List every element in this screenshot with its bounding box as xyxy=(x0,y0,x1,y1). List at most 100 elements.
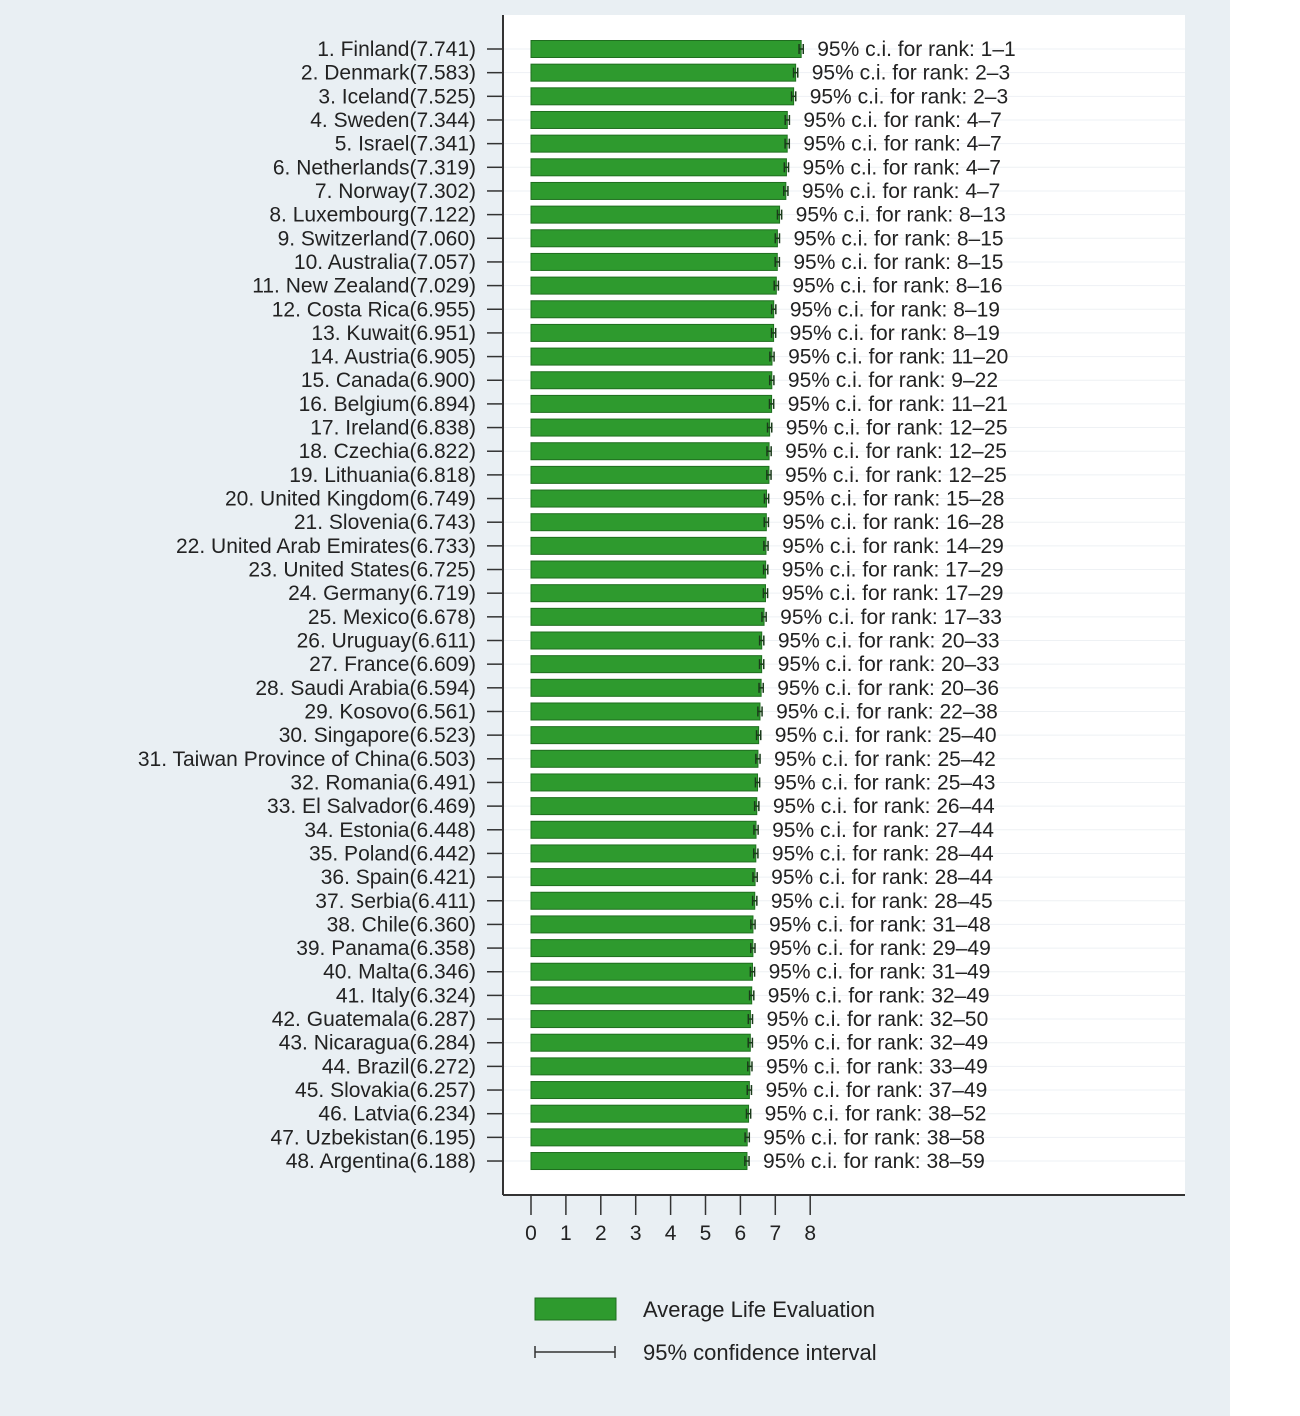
bar xyxy=(530,1128,748,1147)
country-label: 22. United Arab Emirates(6.733) xyxy=(176,535,476,558)
ci-rank-label: 95% c.i. for rank: 11–20 xyxy=(788,346,1008,369)
country-label: 24. Germany(6.719) xyxy=(288,582,476,605)
x-tick-label: 0 xyxy=(525,1222,537,1245)
ci-rank-label: 95% c.i. for rank: 8–15 xyxy=(793,251,1003,274)
ci-rank-label: 95% c.i. for rank: 28–44 xyxy=(772,842,994,865)
country-label: 6. Netherlands(7.319) xyxy=(273,156,476,179)
ci-rank-label: 95% c.i. for rank: 37–49 xyxy=(765,1079,987,1102)
ci-rank-label: 95% c.i. for rank: 14–29 xyxy=(782,535,1004,558)
country-label: 2. Denmark(7.583) xyxy=(301,62,476,85)
ci-rank-label: 95% c.i. for rank: 20–33 xyxy=(778,653,1000,676)
bar xyxy=(530,702,761,721)
ci-rank-label: 95% c.i. for rank: 8–16 xyxy=(792,275,1002,298)
bar xyxy=(530,631,763,650)
ci-rank-label: 95% c.i. for rank: 25–42 xyxy=(774,748,996,771)
ci-rank-label: 95% c.i. for rank: 28–45 xyxy=(771,890,993,913)
ci-rank-label: 95% c.i. for rank: 16–28 xyxy=(782,511,1004,534)
country-label: 29. Kosovo(6.561) xyxy=(304,700,476,723)
country-label: 16. Belgium(6.894) xyxy=(299,393,476,416)
bar xyxy=(530,1010,751,1029)
ci-rank-label: 95% c.i. for rank: 8–15 xyxy=(793,227,1003,250)
ci-rank-label: 95% c.i. for rank: 31–49 xyxy=(769,961,991,984)
bar xyxy=(530,655,763,674)
country-label: 42. Guatemala(6.287) xyxy=(272,1008,476,1031)
country-label: 7. Norway(7.302) xyxy=(315,180,476,203)
ci-rank-label: 95% c.i. for rank: 9–22 xyxy=(788,369,998,392)
country-label: 1. Finland(7.741) xyxy=(317,38,476,61)
x-tick-label: 1 xyxy=(560,1222,572,1245)
ci-rank-label: 95% c.i. for rank: 29–49 xyxy=(769,937,991,960)
country-label: 5. Israel(7.341) xyxy=(335,133,476,156)
bar xyxy=(530,513,767,532)
country-label: 26. Uruguay(6.611) xyxy=(297,630,476,653)
bar xyxy=(530,726,760,745)
country-label: 33. El Salvador(6.469) xyxy=(267,795,476,818)
country-label: 43. Nicaragua(6.284) xyxy=(279,1032,476,1055)
x-tick-label: 6 xyxy=(735,1222,747,1245)
x-tick-label: 2 xyxy=(595,1222,607,1245)
x-tick-label: 8 xyxy=(804,1222,816,1245)
ci-rank-label: 95% c.i. for rank: 32–49 xyxy=(768,984,990,1007)
country-label: 28. Saudi Arabia(6.594) xyxy=(255,677,476,700)
bar xyxy=(530,797,758,816)
ci-rank-label: 95% c.i. for rank: 26–44 xyxy=(773,795,995,818)
bar xyxy=(530,1081,750,1100)
bar xyxy=(530,986,753,1005)
ci-rank-label: 95% c.i. for rank: 2–3 xyxy=(810,85,1008,108)
bar xyxy=(530,962,753,981)
ci-rank-label: 95% c.i. for rank: 8–13 xyxy=(796,204,1006,227)
country-label: 41. Italy(6.324) xyxy=(336,984,476,1007)
country-label: 14. Austria(6.905) xyxy=(310,346,476,369)
ci-rank-label: 95% c.i. for rank: 32–50 xyxy=(767,1008,989,1031)
country-label: 38. Chile(6.360) xyxy=(327,913,476,936)
country-label: 45. Slovakia(6.257) xyxy=(295,1079,476,1102)
country-label: 36. Spain(6.421) xyxy=(321,866,476,889)
bar xyxy=(530,536,767,555)
ci-rank-label: 95% c.i. for rank: 20–36 xyxy=(777,677,999,700)
ci-rank-label: 95% c.i. for rank: 17–29 xyxy=(782,582,1004,605)
bar xyxy=(530,915,754,934)
country-label: 12. Costa Rica(6.955) xyxy=(272,298,476,321)
ci-rank-label: 95% c.i. for rank: 17–33 xyxy=(780,606,1002,629)
country-label: 13. Kuwait(6.951) xyxy=(311,322,476,345)
ci-rank-label: 95% c.i. for rank: 4–7 xyxy=(803,156,1001,179)
ci-rank-label: 95% c.i. for rank: 4–7 xyxy=(802,180,1000,203)
bar xyxy=(530,844,757,863)
bar xyxy=(530,158,787,177)
ci-rank-label: 95% c.i. for rank: 31–48 xyxy=(769,913,991,936)
legend-label-bar: Average Life Evaluation xyxy=(643,1297,875,1322)
x-tick-label: 3 xyxy=(630,1222,642,1245)
ci-rank-label: 95% c.i. for rank: 12–25 xyxy=(786,417,1008,440)
country-label: 32. Romania(6.491) xyxy=(290,771,476,794)
bar xyxy=(530,749,759,768)
country-label: 44. Brazil(6.272) xyxy=(322,1055,476,1078)
bar xyxy=(530,371,773,390)
x-tick-label: 4 xyxy=(665,1222,677,1245)
country-label: 39. Panama(6.358) xyxy=(296,937,476,960)
bar xyxy=(530,347,773,366)
country-label: 31. Taiwan Province of China(6.503) xyxy=(138,748,476,771)
country-label: 48. Argentina(6.188) xyxy=(286,1150,476,1173)
country-label: 10. Australia(7.057) xyxy=(294,251,476,274)
country-label: 37. Serbia(6.411) xyxy=(315,890,476,913)
country-label: 46. Latvia(6.234) xyxy=(318,1103,476,1126)
bar xyxy=(530,584,766,603)
ci-rank-label: 95% c.i. for rank: 25–43 xyxy=(774,771,996,794)
ci-rank-label: 95% c.i. for rank: 4–7 xyxy=(803,109,1001,132)
country-label: 40. Malta(6.346) xyxy=(323,961,476,984)
bar xyxy=(530,276,777,295)
country-label: 19. Lithuania(6.818) xyxy=(289,464,476,487)
ci-rank-label: 95% c.i. for rank: 12–25 xyxy=(785,440,1007,463)
ci-rank-label: 95% c.i. for rank: 27–44 xyxy=(772,819,994,842)
x-tick-label: 5 xyxy=(700,1222,712,1245)
x-tick-label: 7 xyxy=(769,1222,781,1245)
ci-rank-label: 95% c.i. for rank: 20–33 xyxy=(778,630,1000,653)
country-label: 30. Singapore(6.523) xyxy=(279,724,476,747)
country-label: 34. Estonia(6.448) xyxy=(304,819,476,842)
country-label: 3. Iceland(7.525) xyxy=(318,85,476,108)
ci-rank-label: 95% c.i. for rank: 8–19 xyxy=(790,322,1000,345)
bar xyxy=(530,1104,750,1123)
ci-rank-label: 95% c.i. for rank: 12–25 xyxy=(785,464,1007,487)
bar xyxy=(530,678,762,697)
bar xyxy=(530,134,788,153)
